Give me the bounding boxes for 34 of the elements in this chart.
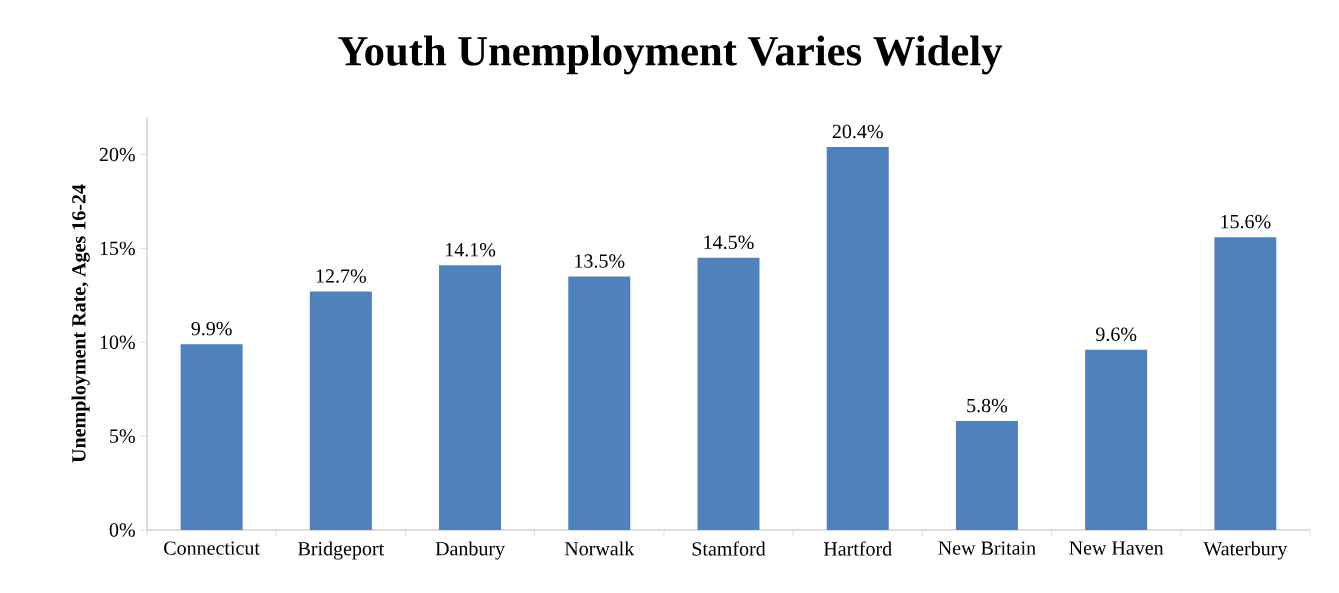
x-tick-label: Hartford	[823, 541, 892, 556]
bar	[568, 276, 631, 530]
y-tick-label: 10%	[100, 335, 135, 350]
bar	[309, 291, 372, 530]
x-tick-label: Danbury	[435, 541, 505, 560]
bar	[439, 265, 502, 530]
x-tick-label: New Britain	[938, 541, 1036, 555]
chart-title: Youth Unemployment Varies Widely	[338, 35, 1003, 75]
x-tick-label: Norwalk	[564, 541, 635, 556]
bar	[1214, 237, 1277, 530]
bar	[826, 147, 889, 530]
x-tick-label: Connecticut	[164, 541, 260, 555]
bar	[955, 421, 1018, 530]
y-tick-label: 0%	[109, 523, 135, 537]
y-axis-title: Unemployment Rate, Ages 16-24	[71, 184, 90, 463]
bar	[697, 257, 760, 530]
data-label: 20.4%	[832, 124, 883, 139]
data-label: 9.6%	[1095, 327, 1137, 342]
bar	[180, 344, 243, 530]
x-tick-label: Bridgeport	[298, 541, 385, 560]
x-tick-label: New Haven	[1069, 541, 1164, 555]
data-label: 9.9%	[191, 321, 232, 336]
data-label: 12.7%	[316, 269, 366, 283]
bar	[1085, 349, 1148, 530]
data-label: 14.5%	[704, 235, 754, 250]
y-tick-label: 5%	[110, 429, 135, 443]
y-tick-label: 15%	[100, 241, 135, 256]
data-label: 13.5%	[575, 254, 625, 268]
x-tick-label: Waterbury	[1203, 541, 1288, 560]
x-tick-label: Stamford	[692, 541, 766, 556]
data-label: 14.1%	[445, 243, 496, 257]
y-tick-label: 20%	[99, 147, 135, 162]
data-label: 15.6%	[1221, 214, 1271, 229]
data-label: 5.8%	[967, 398, 1008, 413]
